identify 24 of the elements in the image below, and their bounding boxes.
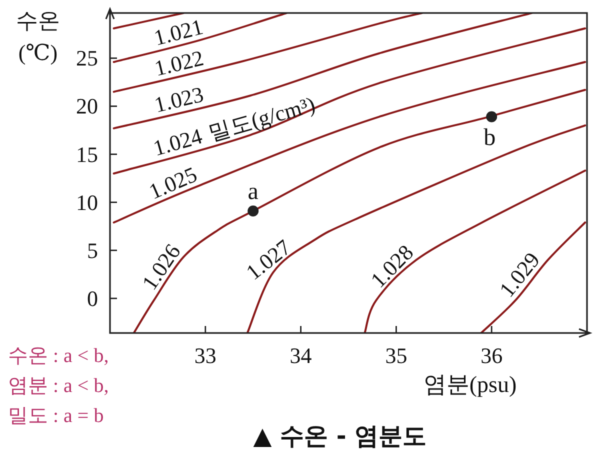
series-label: b [484, 124, 496, 151]
text: 수온 : a < b, [8, 345, 109, 367]
y-tick-label: 0 [87, 286, 98, 311]
y-tick-label: 10 [76, 190, 98, 215]
y-axis-title: 수온 (℃) [16, 8, 60, 65]
series-label: a [248, 178, 259, 205]
y-tick-label: 20 [76, 94, 98, 119]
text: 염분 : a < b, [8, 375, 109, 397]
x-tick-label: 36 [480, 343, 503, 368]
y-tick-label: 5 [87, 238, 98, 263]
x-tick-label: 35 [385, 343, 408, 368]
line-series [480, 221, 586, 333]
text: 1.025 [145, 162, 201, 204]
text: 밀도 : a = b [8, 405, 104, 427]
line-series [364, 170, 586, 333]
x-tick-label: 33 [194, 343, 216, 368]
y-tick-label: 15 [76, 142, 98, 167]
text: 1.024 [150, 123, 205, 161]
y-tick-label: 25 [76, 46, 98, 71]
text: 1.023 [152, 81, 206, 118]
x-axis-title: 염분(psu) [423, 372, 517, 397]
line-series [132, 88, 586, 333]
x-tick-label: 34 [290, 343, 312, 368]
text: ▲ 수온 - 염분도 [253, 422, 427, 450]
